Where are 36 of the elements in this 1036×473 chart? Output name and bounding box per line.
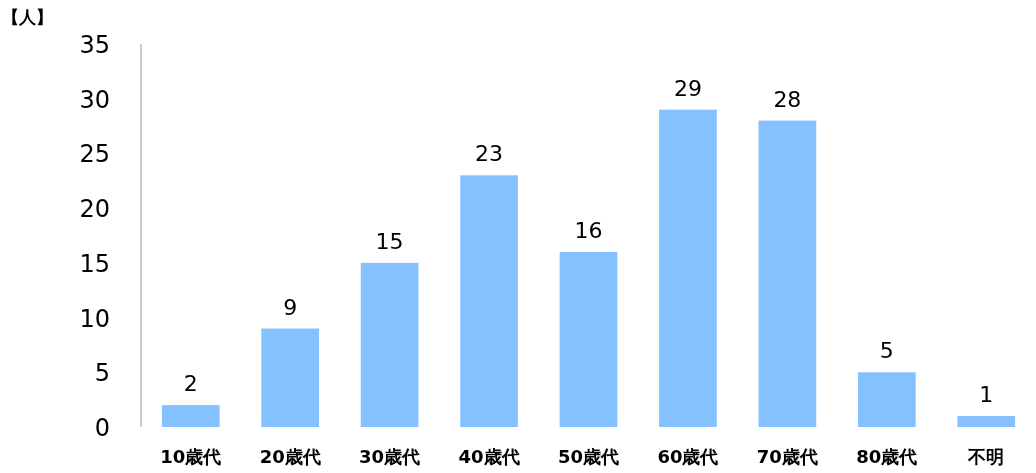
y-tick-label: 35: [79, 31, 110, 59]
x-tick-label: 40歳代: [458, 446, 520, 467]
bar: [659, 109, 717, 427]
data-label: 28: [773, 86, 802, 112]
bar: [360, 262, 419, 427]
y-tick-label: 30: [79, 85, 110, 114]
data-label: 15: [375, 228, 404, 254]
x-tick-label: 80歳代: [856, 446, 918, 467]
x-tick-label: 10歳代: [160, 446, 222, 467]
y-tick-label: 10: [79, 304, 110, 333]
bar: [161, 405, 220, 427]
y-tick-label: 15: [79, 249, 110, 278]
x-tick-label: 70歳代: [756, 446, 818, 467]
bar: [559, 251, 618, 427]
bar: [261, 328, 320, 427]
y-tick-label: 20: [79, 195, 110, 224]
x-tick-label: 30歳代: [359, 446, 421, 467]
x-tick-label: 60歳代: [657, 446, 719, 467]
data-label: 23: [475, 141, 504, 167]
data-label: 29: [673, 75, 702, 101]
y-axis-title: 【人】: [2, 7, 53, 27]
y-tick-label: 25: [79, 140, 110, 169]
bar: [758, 120, 817, 427]
bar: [857, 372, 916, 427]
x-tick-label: 不明: [967, 446, 1005, 467]
y-tick-label: 5: [94, 359, 110, 388]
x-tick-label: 50歳代: [557, 446, 620, 467]
data-label: 5: [879, 338, 894, 364]
x-tick-label: 20歳代: [259, 446, 321, 467]
bar: [957, 416, 1016, 427]
data-label: 16: [574, 217, 603, 243]
data-label: 2: [183, 371, 198, 397]
y-tick-label: 0: [94, 414, 110, 442]
data-label: 1: [979, 382, 994, 408]
bar: [460, 175, 518, 427]
data-label: 9: [283, 294, 298, 320]
